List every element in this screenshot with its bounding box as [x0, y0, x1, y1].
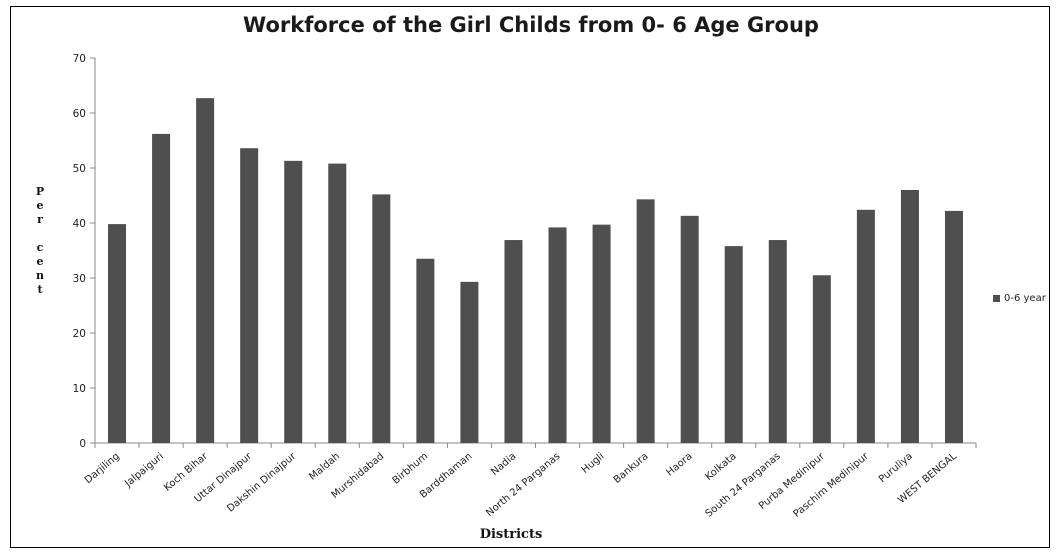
bar: [152, 134, 170, 443]
bar: [328, 164, 346, 443]
y-tick-label: 30: [73, 273, 86, 285]
bar: [725, 246, 743, 443]
plot-area: 0 10 20 30 40 50 60 70 Darjiling JalpaiguriKoch …: [11, 7, 1051, 549]
x-tick-label: South 24 Parganas: [704, 451, 783, 520]
x-tick-label: Hugli: [580, 451, 607, 476]
bar: [813, 275, 831, 443]
bar: [416, 259, 434, 443]
x-tick-label: Nadia: [489, 451, 518, 478]
bar: [196, 98, 214, 443]
x-tick-label: Kolkata: [703, 451, 738, 483]
bar: [857, 210, 875, 443]
y-tick-label: 40: [73, 218, 86, 230]
y-tick-label: 20: [73, 328, 86, 340]
y-tick-label: 10: [73, 383, 86, 395]
bar: [284, 161, 302, 443]
x-tick-label: Birbhum: [391, 451, 431, 487]
bar: [681, 216, 699, 443]
bar: [108, 224, 126, 443]
y-tick-label: 60: [73, 108, 86, 120]
bar: [549, 227, 567, 443]
x-tick-label: Paschim Medinipur: [792, 450, 872, 520]
y-tick-label: 0: [79, 438, 86, 450]
bar: [901, 190, 919, 443]
bar: [593, 225, 611, 443]
y-tick-label: 70: [73, 53, 86, 65]
x-tick-label: Puruliya: [877, 451, 915, 485]
bar: [240, 148, 258, 443]
x-tick-label: Haora: [665, 451, 695, 479]
bar: [460, 282, 478, 443]
chart-frame: Workforce of the Girl Childs from 0- 6 A…: [10, 6, 1050, 548]
bar: [769, 240, 787, 443]
bar: [504, 240, 522, 443]
bar: [945, 211, 963, 443]
y-ticks: 0 10 20 30 40 50 60 70: [73, 53, 95, 450]
bar: [372, 194, 390, 443]
x-tick-label: Jalpaiguri: [122, 451, 166, 490]
y-tick-label: 50: [73, 163, 86, 175]
x-tick-label: Maldah: [307, 451, 342, 483]
bars: [108, 98, 963, 443]
x-tick-label: Darjiling: [83, 451, 122, 486]
bar: [637, 199, 655, 443]
x-tick-label: Bankura: [612, 451, 651, 486]
axes: [95, 58, 976, 443]
x-tick-label: North 24 Parganas: [484, 451, 562, 519]
